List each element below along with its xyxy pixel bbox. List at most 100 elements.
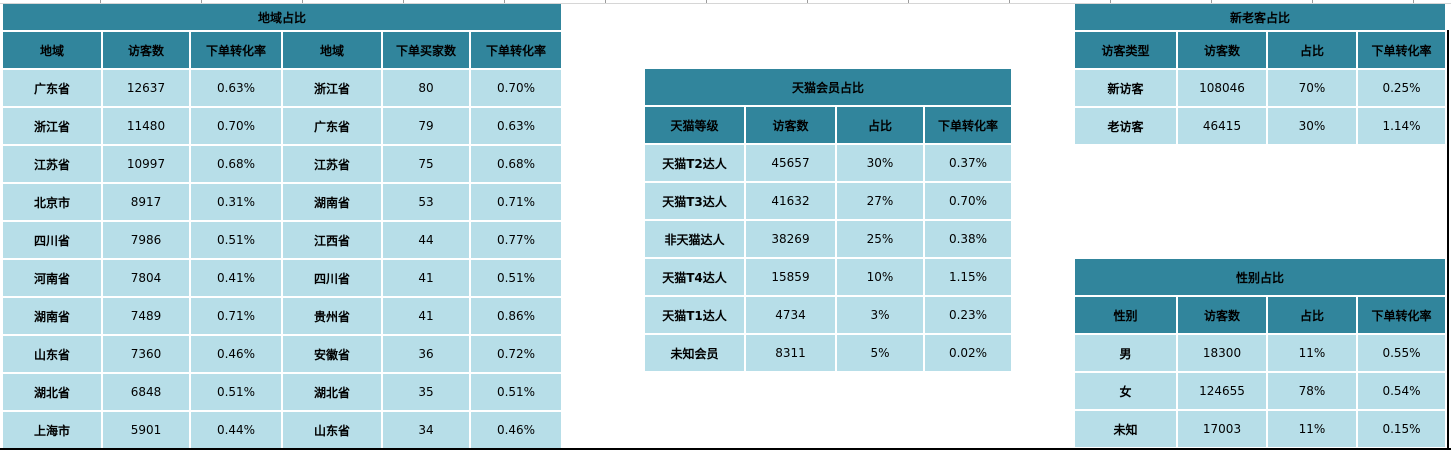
table-cell[interactable]: 浙江省 xyxy=(3,108,101,144)
table-cell[interactable]: 41 xyxy=(383,298,469,334)
table-cell[interactable]: 0.68% xyxy=(191,146,281,182)
table-cell[interactable]: 30% xyxy=(837,145,923,181)
table-cell[interactable]: 湖南省 xyxy=(3,298,101,334)
table-cell[interactable]: 0.86% xyxy=(471,298,562,334)
table-cell[interactable]: 7804 xyxy=(103,260,189,296)
table-cell[interactable]: 0.51% xyxy=(471,374,562,410)
table-cell[interactable]: 0.31% xyxy=(191,184,281,220)
table-cell[interactable]: 70% xyxy=(1268,70,1356,106)
table-cell[interactable]: 1.15% xyxy=(925,259,1012,295)
table-cell[interactable]: 18300 xyxy=(1178,335,1266,371)
table-cell[interactable]: 0.46% xyxy=(191,336,281,372)
table-cell[interactable]: 老访客 xyxy=(1075,108,1176,144)
column-header[interactable]: 性别 xyxy=(1075,297,1176,333)
table-cell[interactable]: 8311 xyxy=(746,335,835,371)
table-cell[interactable]: 广东省 xyxy=(283,108,381,144)
table-cell[interactable]: 78% xyxy=(1268,373,1356,409)
table-cell[interactable]: 山东省 xyxy=(3,336,101,372)
tmall-table-title[interactable]: 天猫会员占比 xyxy=(645,69,1012,105)
column-header[interactable]: 下单买家数 xyxy=(383,32,469,68)
table-cell[interactable]: 0.02% xyxy=(925,335,1012,371)
gender-table-title[interactable]: 性别占比 xyxy=(1075,259,1446,295)
table-cell[interactable]: 0.51% xyxy=(191,222,281,258)
table-cell[interactable]: 0.38% xyxy=(925,221,1012,257)
table-cell[interactable]: 80 xyxy=(383,70,469,106)
table-cell[interactable]: 新访客 xyxy=(1075,70,1176,106)
table-cell[interactable]: 0.51% xyxy=(471,260,562,296)
table-cell[interactable]: 男 xyxy=(1075,335,1176,371)
table-cell[interactable]: 36 xyxy=(383,336,469,372)
table-cell[interactable]: 天猫T1达人 xyxy=(645,297,744,333)
table-cell[interactable]: 46415 xyxy=(1178,108,1266,144)
table-cell[interactable]: 1.14% xyxy=(1358,108,1446,144)
table-cell[interactable]: 0.37% xyxy=(925,145,1012,181)
column-header[interactable]: 访客数 xyxy=(746,107,835,143)
table-cell[interactable]: 11480 xyxy=(103,108,189,144)
table-cell[interactable]: 3% xyxy=(837,297,923,333)
table-cell[interactable]: 10% xyxy=(837,259,923,295)
region-table-title[interactable]: 地域占比 xyxy=(3,4,562,30)
column-header[interactable]: 下单转化率 xyxy=(471,32,562,68)
table-cell[interactable]: 0.63% xyxy=(471,108,562,144)
table-cell[interactable]: 41632 xyxy=(746,183,835,219)
table-cell[interactable]: 35 xyxy=(383,374,469,410)
column-header[interactable]: 下单转化率 xyxy=(191,32,281,68)
table-cell[interactable]: 12637 xyxy=(103,70,189,106)
table-cell[interactable]: 25% xyxy=(837,221,923,257)
table-cell[interactable]: 0.68% xyxy=(471,146,562,182)
column-header[interactable]: 下单转化率 xyxy=(925,107,1012,143)
table-cell[interactable]: 10997 xyxy=(103,146,189,182)
table-cell[interactable]: 未知会员 xyxy=(645,335,744,371)
column-header[interactable]: 天猫等级 xyxy=(645,107,744,143)
table-cell[interactable]: 124655 xyxy=(1178,373,1266,409)
table-cell[interactable]: 江西省 xyxy=(283,222,381,258)
column-header[interactable]: 占比 xyxy=(1268,32,1356,68)
table-cell[interactable]: 5901 xyxy=(103,412,189,448)
table-cell[interactable]: 7489 xyxy=(103,298,189,334)
table-cell[interactable]: 湖北省 xyxy=(283,374,381,410)
table-cell[interactable]: 北京市 xyxy=(3,184,101,220)
column-header[interactable]: 下单转化率 xyxy=(1358,297,1446,333)
column-header[interactable]: 地域 xyxy=(283,32,381,68)
table-cell[interactable]: 0.44% xyxy=(191,412,281,448)
table-cell[interactable]: 0.25% xyxy=(1358,70,1446,106)
table-cell[interactable]: 75 xyxy=(383,146,469,182)
table-cell[interactable]: 0.70% xyxy=(471,70,562,106)
table-cell[interactable]: 广东省 xyxy=(3,70,101,106)
table-cell[interactable]: 湖北省 xyxy=(3,374,101,410)
table-cell[interactable]: 贵州省 xyxy=(283,298,381,334)
table-cell[interactable]: 安徽省 xyxy=(283,336,381,372)
column-header[interactable]: 访客类型 xyxy=(1075,32,1176,68)
table-cell[interactable]: 6848 xyxy=(103,374,189,410)
table-cell[interactable]: 11% xyxy=(1268,411,1356,447)
table-cell[interactable]: 0.23% xyxy=(925,297,1012,333)
table-cell[interactable]: 湖南省 xyxy=(283,184,381,220)
column-header[interactable]: 占比 xyxy=(837,107,923,143)
table-cell[interactable]: 11% xyxy=(1268,335,1356,371)
table-cell[interactable]: 0.77% xyxy=(471,222,562,258)
table-cell[interactable]: 7986 xyxy=(103,222,189,258)
table-cell[interactable]: 0.70% xyxy=(925,183,1012,219)
table-cell[interactable]: 非天猫达人 xyxy=(645,221,744,257)
table-cell[interactable]: 30% xyxy=(1268,108,1356,144)
table-cell[interactable]: 4734 xyxy=(746,297,835,333)
table-cell[interactable]: 上海市 xyxy=(3,412,101,448)
table-cell[interactable]: 8917 xyxy=(103,184,189,220)
table-cell[interactable]: 江苏省 xyxy=(283,146,381,182)
table-cell[interactable]: 53 xyxy=(383,184,469,220)
table-cell[interactable]: 38269 xyxy=(746,221,835,257)
table-cell[interactable]: 河南省 xyxy=(3,260,101,296)
table-cell[interactable]: 15859 xyxy=(746,259,835,295)
table-cell[interactable]: 27% xyxy=(837,183,923,219)
column-header[interactable]: 下单转化率 xyxy=(1358,32,1446,68)
column-header[interactable]: 占比 xyxy=(1268,297,1356,333)
column-header[interactable]: 访客数 xyxy=(1178,297,1266,333)
table-cell[interactable]: 45657 xyxy=(746,145,835,181)
table-cell[interactable]: 5% xyxy=(837,335,923,371)
table-cell[interactable]: 0.72% xyxy=(471,336,562,372)
table-cell[interactable]: 天猫T3达人 xyxy=(645,183,744,219)
table-cell[interactable]: 0.54% xyxy=(1358,373,1446,409)
table-cell[interactable]: 44 xyxy=(383,222,469,258)
table-cell[interactable]: 0.63% xyxy=(191,70,281,106)
table-cell[interactable]: 天猫T4达人 xyxy=(645,259,744,295)
